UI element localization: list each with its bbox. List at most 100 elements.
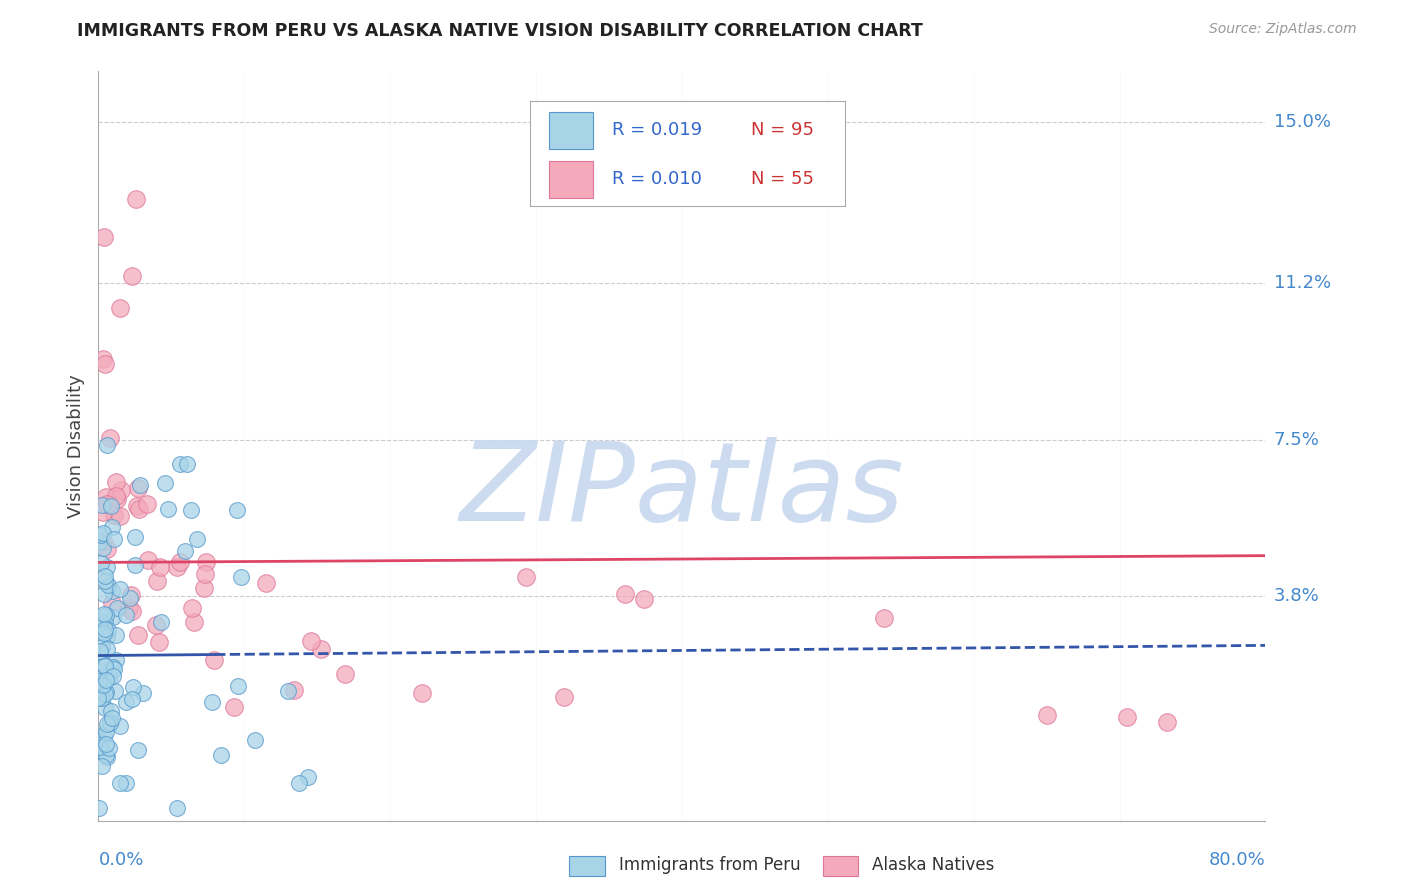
Point: [91, 351, 114, 366]
Point: [104, 627, 127, 641]
Point: [89, 739, 111, 754]
Point: [115, 695, 138, 709]
Point: [108, 509, 131, 524]
Point: [873, 610, 896, 624]
Point: [93, 626, 115, 640]
Point: [166, 801, 188, 815]
Point: [226, 679, 249, 693]
Point: [226, 503, 249, 517]
Point: [93, 659, 115, 673]
Point: [256, 576, 278, 591]
Point: [209, 747, 232, 762]
Point: [136, 552, 159, 566]
Point: [125, 500, 148, 514]
Point: [89, 683, 111, 698]
Point: [122, 680, 145, 694]
Point: [100, 704, 122, 718]
Point: [94, 737, 117, 751]
Point: [108, 719, 131, 733]
Point: [91, 533, 114, 548]
Point: [115, 607, 138, 622]
Point: [613, 587, 636, 601]
Point: [100, 499, 122, 513]
Point: [121, 604, 143, 618]
Point: [146, 574, 169, 589]
Y-axis label: Vision Disability: Vision Disability: [66, 374, 84, 518]
Point: [91, 678, 114, 692]
Point: [101, 711, 124, 725]
Point: [93, 587, 115, 601]
Point: [97, 578, 120, 592]
Point: [90, 759, 112, 773]
Point: [288, 775, 311, 789]
Point: [96, 717, 118, 731]
Point: [94, 615, 117, 630]
Point: [103, 508, 125, 523]
Point: [94, 568, 117, 582]
Point: [94, 725, 117, 739]
Point: [186, 532, 208, 546]
Point: [89, 644, 111, 658]
Point: [94, 685, 117, 699]
Point: [90, 557, 112, 571]
Point: [96, 750, 118, 764]
Text: ZIPatlas: ZIPatlas: [460, 437, 904, 544]
Point: [105, 653, 128, 667]
Point: [91, 640, 114, 654]
Point: [97, 624, 120, 638]
Point: [89, 615, 111, 630]
Point: [96, 498, 118, 512]
Point: [633, 592, 655, 607]
Point: [108, 582, 131, 596]
Point: [128, 501, 150, 516]
Point: [107, 601, 129, 615]
Point: [98, 715, 121, 730]
Point: [91, 541, 114, 555]
Point: [94, 607, 117, 622]
Point: [169, 457, 191, 471]
Point: [309, 641, 332, 656]
Point: [87, 734, 110, 748]
Point: [103, 609, 125, 624]
Point: [553, 690, 575, 705]
Point: [411, 685, 433, 699]
Text: 7.5%: 7.5%: [1274, 431, 1320, 449]
Point: [335, 666, 357, 681]
Point: [299, 634, 322, 648]
Point: [94, 357, 117, 371]
Point: [90, 527, 112, 541]
Point: [104, 683, 127, 698]
Point: [91, 691, 114, 706]
Point: [94, 490, 117, 504]
Point: [91, 505, 114, 519]
Point: [245, 732, 267, 747]
Point: [89, 535, 111, 549]
Point: [127, 743, 149, 757]
Point: [136, 497, 159, 511]
Point: [108, 301, 131, 315]
Point: [87, 691, 110, 706]
Point: [224, 700, 246, 714]
Text: 15.0%: 15.0%: [1274, 113, 1330, 131]
Text: Source: ZipAtlas.com: Source: ZipAtlas.com: [1209, 22, 1357, 37]
Point: [118, 591, 141, 606]
Point: [174, 544, 197, 558]
Text: 3.8%: 3.8%: [1274, 587, 1319, 606]
Point: [96, 437, 118, 451]
Point: [124, 530, 146, 544]
Point: [101, 520, 124, 534]
Point: [277, 684, 299, 698]
Point: [202, 653, 225, 667]
Point: [169, 555, 191, 569]
Point: [229, 569, 252, 583]
Point: [100, 583, 122, 598]
Text: 80.0%: 80.0%: [1209, 851, 1265, 869]
Point: [124, 558, 146, 572]
Point: [145, 618, 167, 632]
Point: [121, 692, 143, 706]
Point: [127, 481, 149, 495]
Point: [1035, 708, 1057, 723]
Point: [96, 629, 118, 643]
Point: [96, 559, 118, 574]
Point: [89, 801, 111, 815]
